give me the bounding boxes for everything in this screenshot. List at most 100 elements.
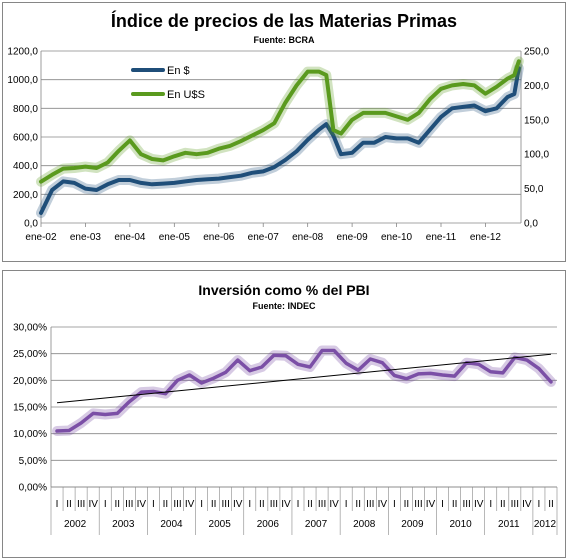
chart1-x-tick-label: ene-12 [470, 232, 502, 243]
chart2-quarter-label: III [366, 499, 374, 510]
chart2-year-label: 2003 [112, 519, 135, 530]
chart1-y-right-tick-label: 50,0 [524, 184, 544, 195]
chart1-y-left-tick-label: 1200,0 [7, 47, 38, 58]
chart2-quarter-label: III [125, 499, 133, 510]
chart2-quarter-label: IV [378, 499, 388, 510]
chart2-quarter-label: I [152, 499, 155, 510]
chart2-quarter-label: III [77, 499, 85, 510]
investment-chart-panel: Inversión como % del PBI Fuente: INDEC 0… [2, 270, 566, 558]
chart2-quarter-label: II [500, 499, 506, 510]
chart1-legend: En $ En U$S [131, 65, 205, 101]
chart2-quarter-label: III [173, 499, 181, 510]
chart2-y-tick-label: 20,00% [13, 376, 47, 387]
chart1-y-left-tick-label: 600,0 [13, 133, 38, 144]
chart2-quarter-label: III [222, 499, 230, 510]
chart2-y-tick-label: 0,00% [19, 483, 47, 494]
chart1-series-line-0 [39, 66, 521, 215]
chart2-quarter-label: II [548, 499, 554, 510]
chart2-quarter-label: II [114, 499, 120, 510]
chart2-quarter-label: I [441, 499, 444, 510]
chart2-quarter-label: I [489, 499, 492, 510]
chart1-y-right-tick-label: 0,0 [524, 219, 538, 230]
chart2-quarter-label: III [270, 499, 278, 510]
chart1-y-right-tick-label: 250,0 [524, 47, 549, 58]
chart2-quarter-label: I [538, 499, 541, 510]
chart1-axes: 0,0 200,0 400,0 600,0 800,0 1000,0 1200,0 0,0 50… [7, 47, 549, 244]
chart2-quarter-label: IV [233, 499, 243, 510]
chart2-year-label: 2006 [257, 519, 280, 530]
investment-chart: Inversión como % del PBI Fuente: INDEC 0… [13, 282, 558, 535]
chart2-quarter-label: IV [426, 499, 436, 510]
chart2-quarter-label: II [259, 499, 265, 510]
chart2-quarter-label: IV [281, 499, 291, 510]
chart2-year-label: 2002 [64, 519, 87, 530]
chart2-year-label: 2011 [498, 519, 520, 530]
chart2-quarter-label: IV [329, 499, 339, 510]
chart1-y-left-tick-label: 200,0 [13, 190, 38, 201]
chart2-year-label: 2009 [401, 519, 424, 530]
chart1-y-left-tick-label: 400,0 [13, 161, 38, 172]
chart2-quarter-label: II [452, 499, 458, 510]
chart1-x-tick-label: ene-03 [70, 232, 102, 243]
chart1-y-left-tick-label: 1000,0 [7, 75, 38, 86]
chart2-quarter-label: I [200, 499, 203, 510]
chart2-year-label: 2007 [305, 519, 328, 530]
chart1-x-tick-label: ene-06 [203, 232, 235, 243]
chart1-subtitle: Fuente: BCRA [254, 35, 315, 45]
chart2-year-label: 2004 [160, 519, 183, 530]
chart2-quarter-label: III [414, 499, 422, 510]
chart2-year-label: 2012 [534, 519, 557, 530]
chart1-x-tick-label: ene-02 [25, 232, 57, 243]
chart2-quarter-label: II [66, 499, 72, 510]
chart2-axes: 0,00% 5,00% 10,00% 15,00% 20,00% 25,00% 30,00%… [13, 323, 558, 535]
commodity-price-chart: Índice de precios de las Materias Primas… [7, 10, 549, 244]
chart2-quarter-label: II [307, 499, 313, 510]
commodity-price-chart-panel: Índice de precios de las Materias Primas… [2, 2, 566, 262]
chart2-year-label: 2005 [209, 519, 232, 530]
chart1-grid [41, 50, 521, 224]
chart2-quarter-label: II [404, 499, 410, 510]
chart1-x-tick-label: ene-07 [248, 232, 280, 243]
chart2-quarter-label: III [318, 499, 326, 510]
chart1-series-line-1 [39, 59, 521, 184]
chart2-quarter-label: I [104, 499, 107, 510]
chart1-y-left-tick-label: 0,0 [24, 219, 38, 230]
chart2-quarter-label: II [211, 499, 217, 510]
chart1-y-right-tick-label: 100,0 [524, 150, 549, 161]
chart1-y-right-tick-label: 150,0 [524, 115, 549, 126]
chart2-subtitle: Fuente: INDEC [253, 301, 317, 311]
chart2-quarter-label: I [248, 499, 251, 510]
chart2-year-label: 2008 [353, 519, 376, 530]
chart1-x-tick-label: ene-09 [337, 232, 369, 243]
chart1-x-tick-label: ene-05 [159, 232, 191, 243]
chart2-quarter-label: I [393, 499, 396, 510]
chart1-y-left-tick-label: 800,0 [13, 104, 38, 115]
chart2-quarter-label: II [355, 499, 361, 510]
chart1-y-right-tick-label: 200,0 [524, 81, 549, 92]
chart2-trendline [56, 353, 552, 404]
chart1-x-tick-label: ene-11 [426, 232, 457, 243]
chart2-y-tick-label: 30,00% [13, 323, 47, 334]
chart2-series [52, 345, 556, 436]
chart2-title: Inversión como % del PBI [198, 282, 369, 298]
chart2-quarter-label: III [462, 499, 470, 510]
legend-label-en-pesos: En $ [167, 65, 190, 77]
chart2-quarter-label: I [297, 499, 300, 510]
chart2-quarter-label: IV [522, 499, 532, 510]
chart2-quarter-label: I [56, 499, 59, 510]
chart1-x-tick-label: ene-10 [381, 232, 413, 243]
chart2-quarter-label: I [345, 499, 348, 510]
chart2-quarter-label: IV [185, 499, 195, 510]
chart2-y-tick-label: 25,00% [13, 349, 47, 360]
chart2-y-tick-label: 15,00% [13, 403, 47, 414]
chart1-series [36, 56, 524, 218]
legend-label-en-dolares: En U$S [167, 89, 205, 101]
chart2-series-line [55, 348, 553, 433]
chart2-quarter-label: IV [474, 499, 484, 510]
chart2-quarter-label: IV [88, 499, 98, 510]
chart1-x-tick-label: ene-08 [292, 232, 324, 243]
chart2-y-tick-label: 5,00% [19, 456, 47, 467]
chart2-year-label: 2010 [449, 519, 472, 530]
chart1-x-tick-label: ene-04 [114, 232, 146, 243]
chart2-quarter-label: II [163, 499, 169, 510]
